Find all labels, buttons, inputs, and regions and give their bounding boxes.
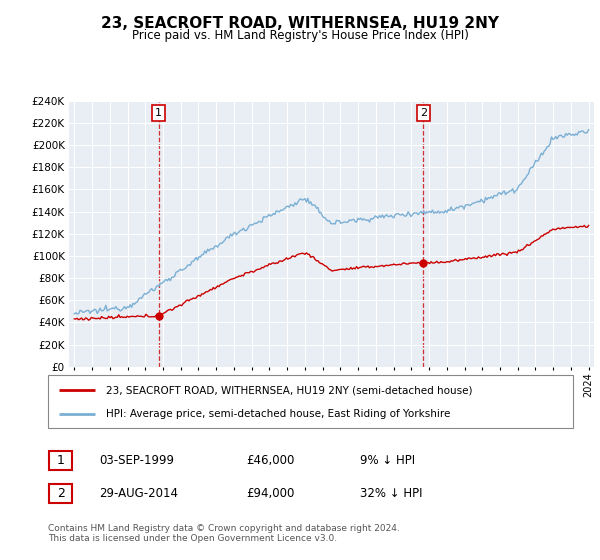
Text: 9% ↓ HPI: 9% ↓ HPI: [360, 454, 415, 467]
Text: 2: 2: [56, 487, 65, 501]
Text: 32% ↓ HPI: 32% ↓ HPI: [360, 487, 422, 501]
Text: 29-AUG-2014: 29-AUG-2014: [99, 487, 178, 501]
Text: £46,000: £46,000: [246, 454, 295, 467]
Text: £94,000: £94,000: [246, 487, 295, 501]
Text: Price paid vs. HM Land Registry's House Price Index (HPI): Price paid vs. HM Land Registry's House …: [131, 29, 469, 42]
Text: 1: 1: [155, 108, 162, 118]
Text: 1: 1: [56, 454, 65, 467]
Text: 23, SEACROFT ROAD, WITHERNSEA, HU19 2NY: 23, SEACROFT ROAD, WITHERNSEA, HU19 2NY: [101, 16, 499, 31]
Text: 03-SEP-1999: 03-SEP-1999: [99, 454, 174, 467]
Text: 23, SEACROFT ROAD, WITHERNSEA, HU19 2NY (semi-detached house): 23, SEACROFT ROAD, WITHERNSEA, HU19 2NY …: [106, 385, 472, 395]
Text: Contains HM Land Registry data © Crown copyright and database right 2024.
This d: Contains HM Land Registry data © Crown c…: [48, 524, 400, 543]
Text: HPI: Average price, semi-detached house, East Riding of Yorkshire: HPI: Average price, semi-detached house,…: [106, 408, 450, 418]
Text: 2: 2: [419, 108, 427, 118]
